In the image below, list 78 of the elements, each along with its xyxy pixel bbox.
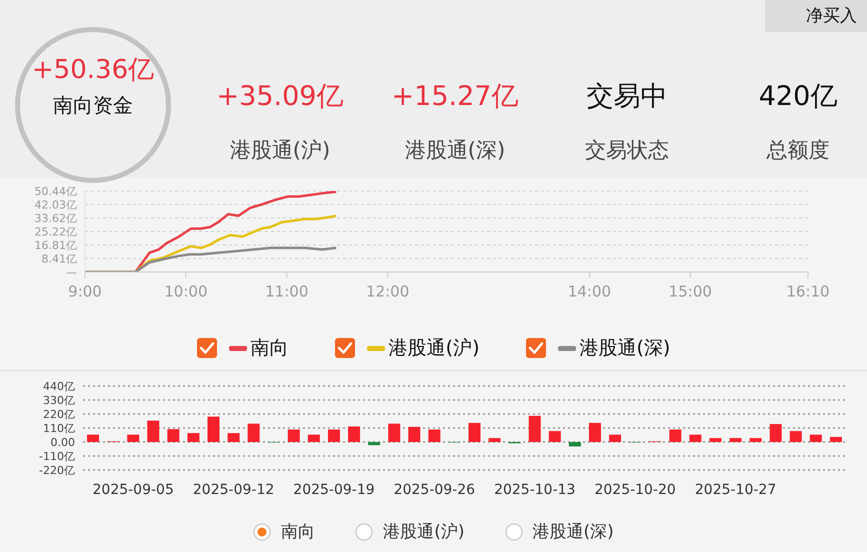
y-tick-label: — bbox=[66, 266, 77, 279]
bar bbox=[669, 430, 682, 442]
y-tick-label: 33.62亿 bbox=[34, 212, 77, 225]
category-label: 交易状态 bbox=[584, 137, 670, 164]
x-tick-label: 11:00 bbox=[265, 282, 308, 301]
x-tick-label: 16:10 bbox=[786, 282, 830, 301]
text: +50.36亿 bbox=[32, 55, 154, 85]
text: +35.09亿 bbox=[216, 81, 344, 112]
bar bbox=[468, 422, 481, 442]
y-tick-label: 110亿 bbox=[43, 422, 75, 435]
x-tick-label: 10:00 bbox=[164, 282, 208, 301]
y-tick-label: 8.41亿 bbox=[42, 252, 77, 266]
bar bbox=[147, 420, 160, 442]
bar bbox=[488, 438, 501, 442]
bar bbox=[750, 438, 762, 442]
bar bbox=[308, 434, 320, 442]
x-tick-label: 2025-09-05 bbox=[92, 482, 174, 498]
category-label: 南向资金 bbox=[52, 92, 134, 119]
category-label: 港股通(沪) bbox=[228, 137, 332, 164]
x-tick-label: 14:00 bbox=[568, 282, 612, 301]
x-tick-label: 2025-09-12 bbox=[192, 482, 274, 498]
text: 交易中 bbox=[586, 81, 668, 112]
bar bbox=[770, 424, 782, 442]
text: 港股通(深) bbox=[532, 521, 614, 543]
y-tick-label: 330亿 bbox=[43, 394, 75, 407]
line-series bbox=[85, 246, 338, 272]
bar bbox=[709, 438, 722, 442]
x-tick-label: 2025-10-20 bbox=[594, 482, 676, 498]
text: 港股通(沪) bbox=[383, 521, 464, 543]
bar bbox=[288, 430, 300, 442]
bar bbox=[810, 434, 822, 442]
bar bbox=[689, 434, 702, 442]
bar bbox=[730, 438, 742, 442]
bar bbox=[548, 431, 561, 442]
y-tick-label: 440亿 bbox=[43, 380, 75, 393]
legend-label: 港股通(沪) bbox=[388, 336, 480, 361]
bar bbox=[428, 430, 440, 442]
x-tick-label: 9:00 bbox=[68, 282, 102, 301]
bar bbox=[368, 442, 380, 446]
x-tick-label: 12:00 bbox=[366, 282, 410, 301]
bar bbox=[348, 426, 360, 442]
bar bbox=[588, 422, 601, 442]
y-tick-label: -220亿 bbox=[39, 464, 75, 477]
y-tick-label: 25.22亿 bbox=[34, 225, 77, 238]
bar bbox=[87, 434, 100, 442]
bar bbox=[408, 426, 420, 442]
bar bbox=[228, 433, 240, 442]
category-label: 总额度 bbox=[766, 137, 830, 164]
bar bbox=[609, 434, 622, 442]
text: 420亿 bbox=[758, 81, 838, 112]
text: 净买入 bbox=[765, 0, 867, 32]
legend-label: 港股通(深) bbox=[580, 336, 670, 361]
bar bbox=[528, 416, 541, 442]
y-tick-label: 220亿 bbox=[43, 408, 75, 421]
bar bbox=[207, 416, 220, 442]
x-tick-label: 15:00 bbox=[668, 282, 712, 301]
text: 南向 bbox=[281, 521, 316, 543]
bar bbox=[388, 424, 400, 442]
y-tick-label: -110亿 bbox=[39, 450, 75, 463]
bar bbox=[568, 442, 581, 446]
legend-label: 南向 bbox=[250, 336, 289, 361]
bar bbox=[830, 436, 842, 442]
bar bbox=[187, 433, 200, 442]
text: +15.27亿 bbox=[392, 81, 518, 112]
category-label: 港股通(深) bbox=[404, 137, 506, 164]
y-tick-label: 16.81亿 bbox=[34, 238, 77, 252]
x-tick-label: 2025-09-26 bbox=[394, 482, 476, 498]
x-tick-label: 2025-10-13 bbox=[494, 482, 576, 498]
y-tick-label: 0.00 bbox=[50, 436, 75, 449]
x-tick-label: 2025-10-27 bbox=[694, 482, 776, 498]
bar bbox=[790, 431, 802, 442]
bar bbox=[248, 424, 260, 442]
y-tick-label: 42.03亿 bbox=[34, 198, 77, 212]
bar bbox=[167, 429, 180, 442]
bar bbox=[328, 430, 340, 442]
bar bbox=[127, 434, 140, 442]
y-tick-label: 50.44亿 bbox=[34, 184, 77, 198]
x-tick-label: 2025-09-19 bbox=[293, 482, 375, 498]
